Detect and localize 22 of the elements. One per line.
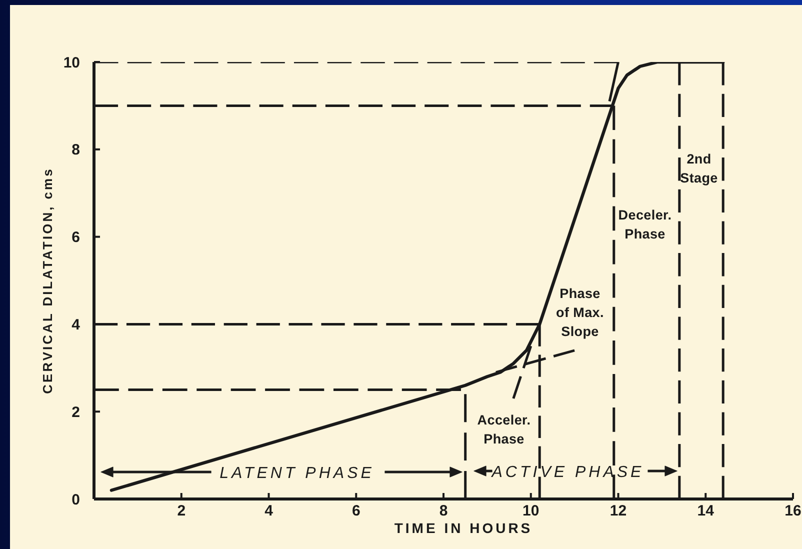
- annotation: Phase of Max. Slope: [556, 286, 604, 339]
- annotation: 2nd Stage: [680, 152, 718, 186]
- annotation: Acceler. Phase: [477, 412, 531, 446]
- x-tick-label: 14: [697, 502, 715, 520]
- y-axis-title: CERVICAL DILATATION, cms: [40, 167, 55, 394]
- x-tick-label: 6: [352, 502, 360, 520]
- x-tick-label: 4: [264, 502, 274, 520]
- x-tick-label: 2: [177, 502, 186, 520]
- y-tick-label: 10: [63, 54, 80, 72]
- annotation: Deceler. Phase: [618, 208, 672, 242]
- x-axis-title: TIME IN HOURS: [394, 520, 533, 536]
- x-tick-label: 8: [439, 502, 448, 520]
- x-tick-label: 16: [784, 502, 802, 520]
- y-tick-label: 2: [72, 404, 80, 421]
- y-tick-label: 4: [72, 316, 81, 334]
- annotation: LATENT PHASE: [220, 465, 374, 482]
- y-tick-label: 6: [72, 229, 80, 246]
- y-tick-label: 8: [72, 142, 80, 159]
- x-tick-label: 10: [522, 502, 540, 520]
- y-tick-label: 0: [72, 491, 80, 508]
- x-tick-label: 12: [610, 502, 627, 520]
- annotation: ACTIVE PHASE: [490, 464, 644, 481]
